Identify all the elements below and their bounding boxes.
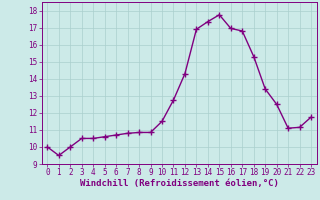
X-axis label: Windchill (Refroidissement éolien,°C): Windchill (Refroidissement éolien,°C) (80, 179, 279, 188)
